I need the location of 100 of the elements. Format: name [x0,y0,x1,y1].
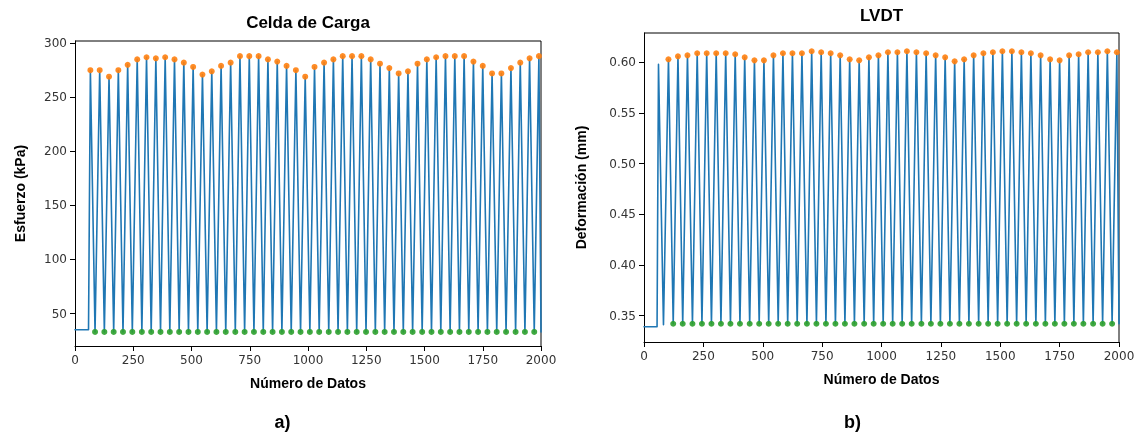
point [241,328,248,335]
point [316,328,323,335]
y-tick-label: 200 [44,144,67,159]
point [124,61,131,68]
y-axis-title: Esfuerzo (kPa) [12,144,28,243]
point [372,328,379,335]
y-axis-title: Deformación (mm) [573,125,589,250]
x-tick-label: 500 [180,353,203,367]
x-tick-label: 1500 [409,353,440,367]
point [1056,57,1063,64]
point [531,328,538,335]
point [433,54,440,61]
y-tick-label: 0.55 [609,106,636,121]
x-tick-label: 2000 [525,353,557,367]
point [512,328,519,335]
text: b) [844,412,862,432]
point [269,328,276,335]
point [989,49,996,56]
point [377,60,383,67]
point [760,57,767,64]
point [751,57,758,64]
point [1070,320,1077,327]
point [665,56,672,63]
point [442,53,449,60]
point [498,70,505,77]
point [1104,48,1111,55]
x-tick-label: 1000 [866,349,897,363]
point [489,70,496,77]
point [894,49,901,56]
point [1099,320,1106,327]
point [951,58,958,65]
point [703,50,710,57]
point [975,320,982,327]
point [260,328,267,335]
point [176,328,183,335]
point [1027,50,1034,57]
point [794,320,801,327]
point [875,52,882,59]
point [880,320,887,327]
point [927,320,934,327]
point [1066,52,1073,59]
point [456,328,463,335]
point [199,71,206,78]
point [679,320,686,327]
point [684,52,691,59]
point [908,320,915,327]
x-tick-label: 1750 [1044,349,1075,363]
point [994,320,1001,327]
x-tick-label: 750 [810,349,834,363]
point [330,56,337,63]
point [218,62,225,69]
point [827,50,834,57]
point [138,328,145,335]
point [274,58,281,65]
point [1018,49,1025,56]
point [106,73,113,80]
point [96,67,103,74]
point [404,68,411,75]
point [101,328,108,335]
point [765,320,772,327]
x-tick-label: 250 [691,349,715,363]
point [87,67,94,74]
point [1023,320,1030,327]
point [722,50,729,57]
point [437,328,444,335]
point [358,53,365,60]
point [339,53,346,60]
point [246,53,253,60]
point [884,49,891,56]
point [400,328,407,335]
point [297,328,304,335]
point [717,320,724,327]
point [180,59,187,66]
y-tick-label: 100 [44,252,67,267]
point [386,65,393,72]
point [713,50,720,57]
point [479,62,486,69]
point [694,50,701,57]
point [306,328,313,335]
point [1109,320,1116,327]
point [1047,56,1054,63]
point [236,53,243,60]
y-tick-label: 250 [44,90,67,105]
x-tick-label: 2000 [1103,349,1135,363]
point [185,328,192,335]
point [344,328,351,335]
point [302,73,309,80]
y-tick-label: 0.45 [609,207,636,222]
y-tick-label: 0.35 [609,308,636,323]
point [903,48,910,55]
point [803,320,810,327]
point [689,320,696,327]
point [856,57,863,64]
point [741,54,748,61]
point [222,328,229,335]
point [194,328,201,335]
x-axis-title: Número de Datos [823,371,940,387]
point [746,320,753,327]
point [779,50,786,57]
x-tick-label: 250 [121,353,145,367]
